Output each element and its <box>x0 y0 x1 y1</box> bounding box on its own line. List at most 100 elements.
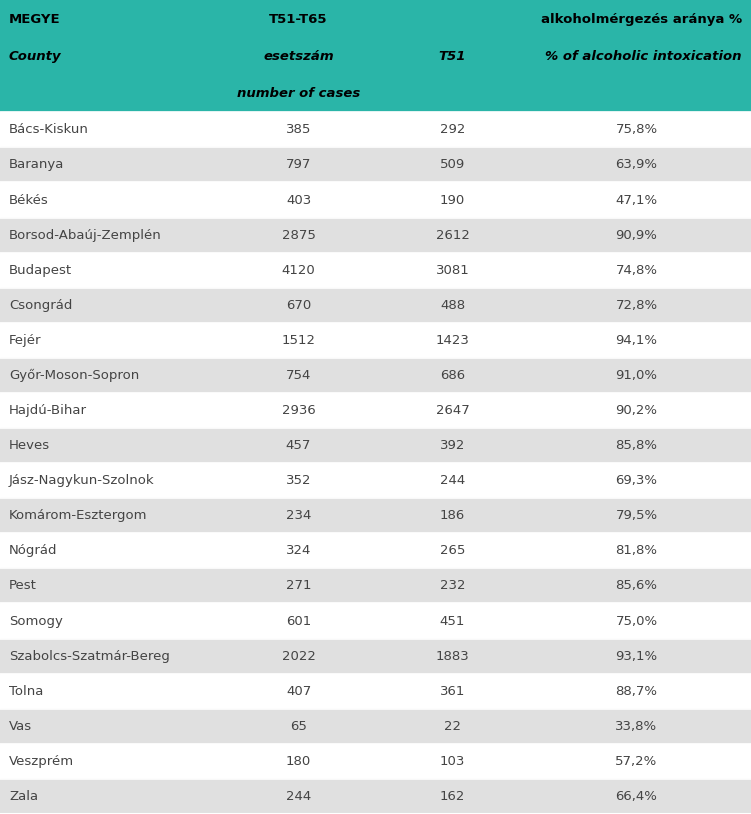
Bar <box>0 0 751 112</box>
Text: MEGYE: MEGYE <box>9 12 61 25</box>
Text: 81,8%: 81,8% <box>616 545 657 558</box>
Text: Veszprém: Veszprém <box>9 755 74 768</box>
Text: 352: 352 <box>286 475 311 488</box>
Text: County: County <box>9 50 62 63</box>
Text: 1423: 1423 <box>436 334 469 347</box>
Bar <box>0 252 751 288</box>
Text: 754: 754 <box>286 369 311 382</box>
Text: 244: 244 <box>286 790 311 803</box>
Text: esetszám: esetszám <box>263 50 334 63</box>
Text: 271: 271 <box>286 580 311 593</box>
Text: Csongrád: Csongrád <box>9 299 72 312</box>
Text: Heves: Heves <box>9 439 50 452</box>
Text: 292: 292 <box>440 124 465 137</box>
Text: 4120: 4120 <box>282 264 315 277</box>
Text: 2936: 2936 <box>282 404 315 417</box>
Text: 2022: 2022 <box>282 650 315 663</box>
Text: 85,6%: 85,6% <box>616 580 657 593</box>
Text: Nógrád: Nógrád <box>9 545 58 558</box>
Text: 601: 601 <box>286 615 311 628</box>
Text: 75,8%: 75,8% <box>615 124 658 137</box>
Text: 2647: 2647 <box>436 404 469 417</box>
Text: Budapest: Budapest <box>9 264 72 277</box>
Text: 403: 403 <box>286 194 311 207</box>
Text: Baranya: Baranya <box>9 159 65 172</box>
Text: Zala: Zala <box>9 790 38 803</box>
Text: 74,8%: 74,8% <box>616 264 657 277</box>
Text: 407: 407 <box>286 685 311 698</box>
Text: 180: 180 <box>286 755 311 768</box>
Text: 670: 670 <box>286 299 311 312</box>
Text: 91,0%: 91,0% <box>616 369 657 382</box>
Bar <box>0 288 751 323</box>
Text: T51-T65: T51-T65 <box>270 12 327 25</box>
Bar <box>0 323 751 358</box>
Text: 94,1%: 94,1% <box>616 334 657 347</box>
Text: 385: 385 <box>286 124 311 137</box>
Text: 324: 324 <box>286 545 311 558</box>
Bar <box>0 498 751 533</box>
Text: 234: 234 <box>286 510 311 523</box>
Text: 162: 162 <box>440 790 465 803</box>
Bar <box>0 779 751 814</box>
Bar <box>0 638 751 674</box>
Text: 232: 232 <box>440 580 465 593</box>
Text: 66,4%: 66,4% <box>616 790 657 803</box>
Text: 65: 65 <box>290 720 307 733</box>
Text: 244: 244 <box>440 475 465 488</box>
Text: 361: 361 <box>440 685 465 698</box>
Text: 186: 186 <box>440 510 465 523</box>
Text: 797: 797 <box>286 159 311 172</box>
Text: 88,7%: 88,7% <box>616 685 657 698</box>
Text: Hajdú-Bihar: Hajdú-Bihar <box>9 404 87 417</box>
Bar <box>0 112 751 147</box>
Text: Szabolcs-Szatmár-Bereg: Szabolcs-Szatmár-Bereg <box>9 650 170 663</box>
Text: Jász-Nagykun-Szolnok: Jász-Nagykun-Szolnok <box>9 475 155 488</box>
Bar <box>0 393 751 428</box>
Text: T51: T51 <box>439 50 466 63</box>
Text: 103: 103 <box>440 755 465 768</box>
Text: 22: 22 <box>444 720 461 733</box>
Text: 33,8%: 33,8% <box>615 720 658 733</box>
Bar <box>0 568 751 603</box>
Text: 457: 457 <box>286 439 311 452</box>
Text: 190: 190 <box>440 194 465 207</box>
Text: 1512: 1512 <box>282 334 315 347</box>
Text: 509: 509 <box>440 159 465 172</box>
Text: 47,1%: 47,1% <box>615 194 658 207</box>
Bar <box>0 744 751 779</box>
Text: 69,3%: 69,3% <box>616 475 657 488</box>
Text: Bács-Kiskun: Bács-Kiskun <box>9 124 89 137</box>
Bar <box>0 533 751 568</box>
Text: Pest: Pest <box>9 580 37 593</box>
Text: 2875: 2875 <box>282 229 315 242</box>
Text: 75,0%: 75,0% <box>615 615 658 628</box>
Text: 265: 265 <box>440 545 465 558</box>
Text: Komárom-Esztergom: Komárom-Esztergom <box>9 510 147 523</box>
Text: number of cases: number of cases <box>237 87 360 100</box>
Text: 63,9%: 63,9% <box>616 159 657 172</box>
Text: alkoholmérgezés aránya %: alkoholmérgezés aránya % <box>541 12 742 25</box>
Text: Győr-Moson-Sopron: Győr-Moson-Sopron <box>9 369 139 382</box>
Text: 93,1%: 93,1% <box>615 650 658 663</box>
Text: 57,2%: 57,2% <box>615 755 658 768</box>
Bar <box>0 709 751 744</box>
Text: 1883: 1883 <box>436 650 469 663</box>
Text: Somogy: Somogy <box>9 615 63 628</box>
Bar <box>0 674 751 709</box>
Text: Tolna: Tolna <box>9 685 44 698</box>
Text: 90,2%: 90,2% <box>616 404 657 417</box>
Text: Fejér: Fejér <box>9 334 41 347</box>
Text: Borsod-Abaúj-Zemplén: Borsod-Abaúj-Zemplén <box>9 229 161 242</box>
Text: 488: 488 <box>440 299 465 312</box>
Text: Békés: Békés <box>9 194 49 207</box>
Bar <box>0 428 751 463</box>
Bar <box>0 147 751 182</box>
Text: Vas: Vas <box>9 720 32 733</box>
Text: % of alcoholic intoxication: % of alcoholic intoxication <box>545 50 742 63</box>
Text: 85,8%: 85,8% <box>616 439 657 452</box>
Bar <box>0 603 751 638</box>
Text: 451: 451 <box>440 615 465 628</box>
Text: 72,8%: 72,8% <box>615 299 658 312</box>
Bar <box>0 217 751 252</box>
